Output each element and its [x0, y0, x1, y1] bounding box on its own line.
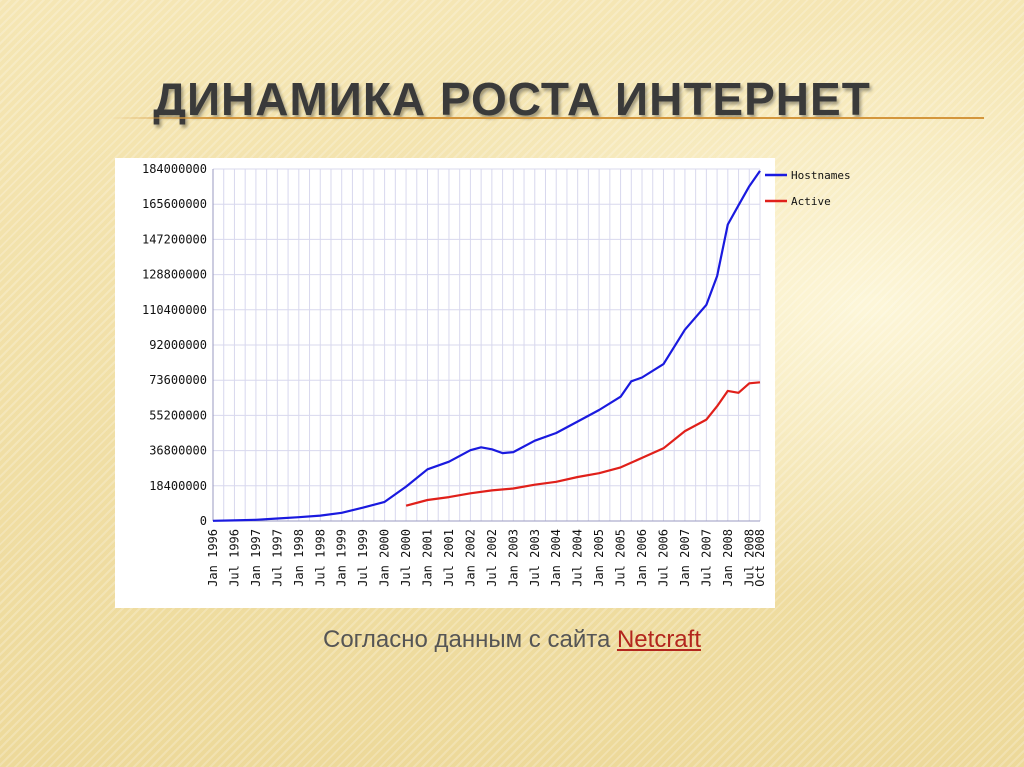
x-tick-label: Jan 2000: [378, 529, 392, 587]
x-tick-label: Jan 2008: [721, 529, 735, 587]
y-tick-label: 36800000: [149, 444, 207, 458]
y-tick-label: 147200000: [142, 232, 207, 246]
y-tick-label: 73600000: [149, 373, 207, 387]
series-line-hostnames: [212, 170, 761, 522]
x-tick-label: Jan 2005: [592, 529, 606, 587]
y-tick-label: 92000000: [149, 338, 207, 352]
x-tick-label: Jan 2003: [506, 529, 520, 587]
y-tick-label: 165600000: [142, 197, 207, 211]
growth-chart: 0 18400000 36800000 55200000 73600000 9200000…: [142, 162, 851, 587]
x-tick-label: Jul 2002: [485, 529, 499, 587]
x-tick-label: Jan 1996: [206, 529, 220, 587]
x-tick-label: Jul 2000: [399, 529, 413, 587]
y-tick-label: 55200000: [149, 408, 207, 422]
netcraft-link[interactable]: Netcraft: [616, 626, 701, 653]
x-tick-label: Jul 1997: [270, 529, 284, 587]
x-tick-label: Jan 1998: [292, 529, 306, 587]
x-tick-label: Jul 2003: [528, 529, 542, 587]
x-tick-label: Jul 2006: [656, 529, 670, 587]
x-tick-label: Jan 2007: [678, 529, 692, 587]
legend-label-active: Active: [791, 195, 831, 208]
x-tick-label: Jul 1999: [356, 529, 370, 587]
y-tick-label: 184000000: [142, 162, 207, 176]
caption: Согласно данным с сайта Netcraft: [0, 626, 1024, 654]
x-tick-label: Jan 1997: [249, 529, 263, 587]
x-tick-label: Jul 1996: [227, 529, 241, 587]
series-line-active: [405, 381, 761, 507]
x-tick-label: Jul 2008: [742, 529, 756, 587]
x-tick-label: Jan 2001: [421, 529, 435, 587]
y-tick-label: 128800000: [142, 268, 207, 282]
legend-label-hostnames: Hostnames: [791, 169, 851, 182]
y-tick-label: 18400000: [149, 479, 207, 493]
x-tick-label: Oct 2008: [753, 529, 767, 587]
caption-text: Согласно данным с сайта: [323, 626, 617, 653]
y-tick-label: 110400000: [142, 303, 207, 317]
y-tick-label: 0: [200, 514, 207, 528]
x-tick-label: Jan 2002: [463, 529, 477, 587]
chart-container: 0 18400000 36800000 55200000 73600000 9200000…: [115, 158, 851, 608]
x-tick-label: Jul 2007: [699, 529, 713, 587]
x-tick-label: Jul 1998: [313, 529, 327, 587]
x-tick-label: Jan 1999: [335, 529, 349, 587]
slide-title: ДИНАМИКА РОСТА ИНТЕРНЕТ: [153, 73, 871, 125]
x-tick-label: Jul 2001: [442, 529, 456, 587]
x-tick-label: Jul 2005: [614, 529, 628, 587]
x-tick-label: Jan 2004: [549, 529, 563, 587]
title-divider: [110, 117, 984, 119]
x-tick-label: Jan 2006: [635, 529, 649, 587]
x-tick-label: Jul 2004: [571, 529, 585, 587]
